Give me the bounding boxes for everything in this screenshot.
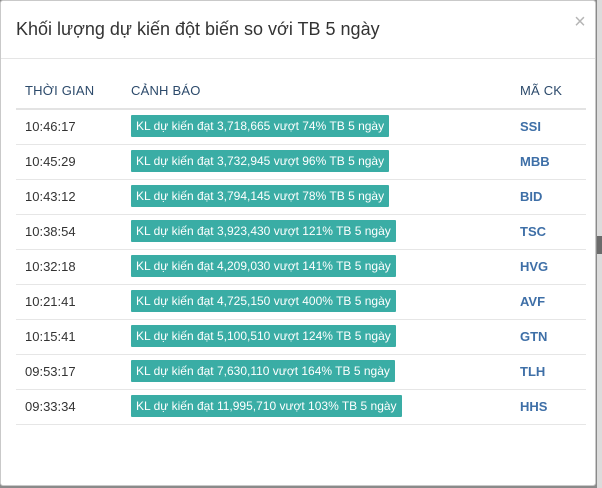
header-time: THỜI GIAN <box>25 83 95 98</box>
header-alert: CẢNH BÁO <box>131 83 201 98</box>
row-time: 10:46:17 <box>25 119 76 134</box>
table-row: 10:32:18 KL dự kiến đạt 4,209,030 vượt 1… <box>16 250 586 285</box>
table-row: 10:43:12 KL dự kiến đạt 3,794,145 vượt 7… <box>16 180 586 215</box>
alert-badge: KL dự kiến đạt 11,995,710 vượt 103% TB 5… <box>131 395 402 417</box>
stock-code-link[interactable]: SSI <box>520 119 541 134</box>
stock-code-link[interactable]: GTN <box>520 329 548 344</box>
stock-code-link[interactable]: TLH <box>520 364 546 379</box>
table-row: 09:33:34 KL dự kiến đạt 11,995,710 vượt … <box>16 390 586 425</box>
stock-code-link[interactable]: MBB <box>520 154 550 169</box>
row-time: 09:53:17 <box>25 364 76 379</box>
table-row: 09:53:17 KL dự kiến đạt 7,630,110 vượt 1… <box>16 355 586 390</box>
row-time: 10:21:41 <box>25 294 76 309</box>
alert-badge: KL dự kiến đạt 4,209,030 vượt 141% TB 5 … <box>131 255 396 277</box>
alert-badge: KL dự kiến đạt 3,923,430 vượt 121% TB 5 … <box>131 220 396 242</box>
row-time: 10:15:41 <box>25 329 76 344</box>
table-row: 10:38:54 KL dự kiến đạt 3,923,430 vượt 1… <box>16 215 586 250</box>
alert-badge: KL dự kiến đạt 4,725,150 vượt 400% TB 5 … <box>131 290 396 312</box>
alert-badge: KL dự kiến đạt 3,732,945 vượt 96% TB 5 n… <box>131 150 390 172</box>
modal-header: Khối lượng dự kiến đột biến so với TB 5 … <box>1 1 595 59</box>
row-time: 09:33:34 <box>25 399 76 414</box>
stock-code-link[interactable]: BID <box>520 189 543 204</box>
alerts-table: THỜI GIAN CẢNH BÁO MÃ CK 10:46:17 KL dự … <box>16 73 586 425</box>
alert-badge: KL dự kiến đạt 3,794,145 vượt 78% TB 5 n… <box>131 185 390 207</box>
modal-title: Khối lượng dự kiến đột biến so với TB 5 … <box>16 19 380 39</box>
alert-badge: KL dự kiến đạt 5,100,510 vượt 124% TB 5 … <box>131 325 396 347</box>
backdrop-scrollbar <box>597 0 602 488</box>
row-time: 10:43:12 <box>25 189 76 204</box>
table-row: 10:15:41 KL dự kiến đạt 5,100,510 vượt 1… <box>16 320 586 355</box>
stock-code-link[interactable]: AVF <box>520 294 546 309</box>
alert-badge: KL dự kiến đạt 3,718,665 vượt 74% TB 5 n… <box>131 115 390 137</box>
header-code: MÃ CK <box>520 83 563 98</box>
stock-code-link[interactable]: HVG <box>520 259 549 274</box>
stock-code-link[interactable]: TSC <box>520 224 546 239</box>
stock-code-link[interactable]: HHS <box>520 399 548 414</box>
table-row: 10:46:17 KL dự kiến đạt 3,718,665 vượt 7… <box>16 110 586 145</box>
table-row: 10:21:41 KL dự kiến đạt 4,725,150 vượt 4… <box>16 285 586 320</box>
row-time: 10:45:29 <box>25 154 76 169</box>
table-row: 10:45:29 KL dự kiến đạt 3,732,945 vượt 9… <box>16 145 586 180</box>
close-icon[interactable]: × <box>574 11 586 33</box>
row-time: 10:32:18 <box>25 259 76 274</box>
alert-badge: KL dự kiến đạt 7,630,110 vượt 164% TB 5 … <box>131 360 395 382</box>
row-time: 10:38:54 <box>25 224 76 239</box>
scrollbar-thumb[interactable] <box>597 236 602 254</box>
table-header: THỜI GIAN CẢNH BÁO MÃ CK <box>16 73 586 110</box>
